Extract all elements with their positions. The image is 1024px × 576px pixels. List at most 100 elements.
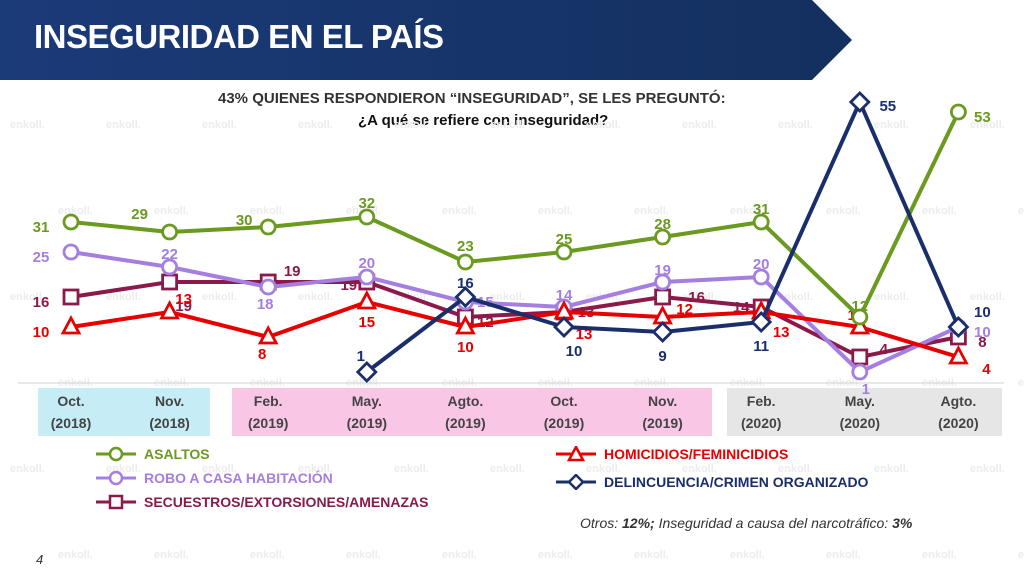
- x-tick-year: (2019): [642, 415, 682, 431]
- watermark: enkoll.: [682, 119, 717, 131]
- watermark: enkoll.: [10, 291, 45, 303]
- year-band-2018: [38, 388, 210, 436]
- homicidios-data-label: 8: [258, 346, 266, 363]
- footnote-narco-value: 3%: [892, 515, 913, 531]
- secuestros-data-label: 19: [284, 263, 301, 280]
- asaltos-point: [456, 253, 474, 271]
- watermark: enkoll.: [58, 205, 93, 217]
- delincuencia-data-label: 1: [357, 348, 365, 365]
- delincuencia-point: [750, 311, 773, 333]
- watermark: enkoll.: [1018, 205, 1024, 217]
- legend-delincuencia-marker: [556, 474, 596, 490]
- delincuencia-point: [947, 316, 970, 338]
- homicidios-data-label: 13: [175, 291, 192, 308]
- watermark: enkoll.: [874, 291, 909, 303]
- year-band-2020: [727, 388, 1002, 436]
- subtitle-line-2: ¿A qué se refiere con inseguridad?: [358, 112, 609, 129]
- homicidios-data-label: 12: [676, 301, 693, 318]
- watermark: enkoll.: [442, 205, 477, 217]
- homicidios-line: [70, 300, 959, 359]
- asaltos-data-label: 12: [851, 298, 868, 315]
- robo-data-label: 19: [654, 262, 671, 279]
- legend-asaltos-marker: [96, 446, 136, 462]
- homicidios-data-label: 13: [773, 324, 790, 341]
- watermark: enkoll.: [826, 205, 861, 217]
- watermark: enkoll.: [202, 463, 237, 475]
- x-tick-year: (2020): [938, 415, 978, 431]
- robo-data-label: 14: [556, 287, 573, 304]
- asaltos-point: [654, 228, 671, 246]
- watermark: enkoll.: [106, 119, 141, 131]
- x-tick-year: (2020): [840, 415, 880, 431]
- footnote-otros-value: 12%;: [622, 515, 655, 531]
- watermark: enkoll.: [106, 291, 141, 303]
- watermark: enkoll.: [682, 463, 717, 475]
- asaltos-point: [555, 243, 573, 261]
- watermark: enkoll.: [1018, 377, 1024, 389]
- watermark: enkoll.: [490, 119, 525, 131]
- legend-robo-marker: [96, 470, 136, 486]
- homicidios-point: [849, 315, 871, 335]
- robo-data-label: 18: [257, 296, 274, 313]
- x-tick-month: Oct.: [550, 393, 577, 409]
- asaltos-point: [161, 223, 179, 241]
- asaltos-point: [950, 103, 967, 121]
- legend-asaltos: ASALTOS: [96, 446, 210, 462]
- homicidios-point: [356, 290, 378, 310]
- robo-point: [62, 243, 80, 261]
- legend-asaltos-label: ASALTOS: [144, 446, 210, 462]
- x-tick-month: Nov.: [648, 393, 677, 409]
- secuestros-line: [70, 280, 959, 359]
- watermark: enkoll.: [730, 205, 765, 217]
- asaltos-data-label: 29: [131, 206, 148, 223]
- secuestros-point: [851, 348, 869, 366]
- title-banner: [0, 0, 852, 80]
- asaltos-data-label: 30: [236, 212, 253, 229]
- watermark: enkoll.: [250, 549, 285, 561]
- year-band-2019: [232, 388, 712, 436]
- secuestros-point: [654, 288, 671, 306]
- robo-data-label: 22: [161, 246, 178, 263]
- robo-point: [851, 363, 869, 381]
- watermark: enkoll.: [58, 549, 93, 561]
- robo-point: [358, 268, 376, 286]
- legend-secuestros-marker: [96, 494, 136, 510]
- delincuencia-point: [454, 286, 477, 308]
- footnote-narco-label: Inseguridad a causa del narcotráfico:: [658, 515, 889, 531]
- watermark: enkoll.: [586, 463, 621, 475]
- homicidios-point: [60, 315, 82, 335]
- footnote-otros-label: Otros:: [580, 515, 619, 531]
- delincuencia-point: [355, 361, 378, 383]
- delincuencia-point: [848, 91, 871, 113]
- watermark: enkoll.: [250, 205, 285, 217]
- robo-data-label: 20: [358, 255, 375, 272]
- secuestros-data-label: 16: [688, 289, 705, 306]
- watermark: enkoll.: [922, 205, 957, 217]
- delincuencia-point: [553, 316, 575, 338]
- x-tick-month: Feb.: [254, 393, 283, 409]
- delincuencia-data-label: 16: [457, 275, 474, 292]
- asaltos-data-label: 31: [753, 201, 770, 218]
- delincuencia-data-label: 55: [879, 98, 896, 115]
- homicidios-data-label: 10: [33, 324, 50, 341]
- homicidios-data-label: 13: [576, 326, 593, 343]
- homicidios-point: [159, 300, 180, 320]
- series-asaltos: 31 29 30 32 23 25 28 31 12 53: [33, 103, 991, 326]
- watermark: enkoll.: [394, 119, 429, 131]
- series-delincuencia: 1 16 10 9 11 55 10: [355, 91, 991, 383]
- watermark: enkoll.: [970, 463, 1005, 475]
- delincuencia-point: [651, 321, 674, 343]
- homicidios-point: [257, 325, 279, 345]
- delincuencia-data-label: 9: [658, 348, 666, 365]
- x-tick-month: Nov.: [155, 393, 184, 409]
- watermark: enkoll.: [154, 205, 189, 217]
- watermark: enkoll.: [298, 463, 333, 475]
- asaltos-point: [752, 213, 770, 231]
- watermark: enkoll.: [10, 463, 45, 475]
- robo-point: [259, 278, 277, 296]
- robo-data-label: 20: [753, 256, 770, 273]
- watermark: enkoll.: [874, 463, 909, 475]
- asaltos-point: [62, 213, 80, 231]
- watermark: enkoll.: [970, 291, 1005, 303]
